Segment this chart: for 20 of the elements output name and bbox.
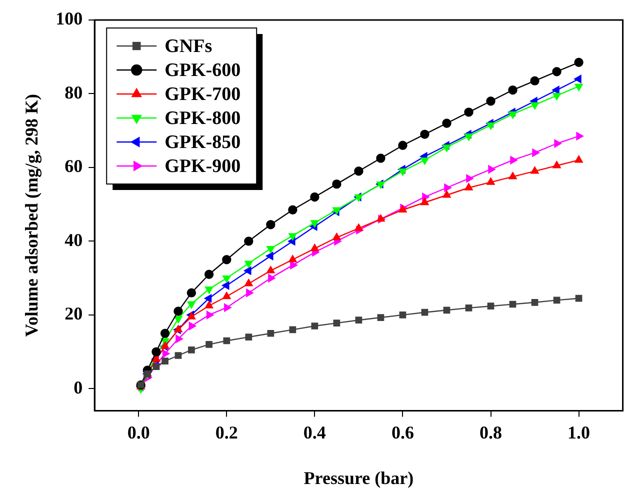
x-tick-label: 1.0 <box>568 422 590 442</box>
y-tick-label: 40 <box>64 230 83 250</box>
x-tick-label: 0.6 <box>391 422 414 442</box>
x-tick-label: 0.2 <box>215 422 238 442</box>
legend-label: GPK-850 <box>164 132 241 153</box>
y-tick-label: 100 <box>56 8 83 29</box>
y-tick-label: 0 <box>74 377 83 398</box>
x-tick-label: 0.4 <box>303 422 326 442</box>
y-tick-label: 80 <box>64 82 83 102</box>
legend-label: GNFs <box>164 36 212 57</box>
legend-label: GPK-800 <box>164 108 241 129</box>
y-tick-label: 60 <box>64 156 83 176</box>
x-tick-label: 0.0 <box>127 422 150 442</box>
x-axis-title: Pressure (bar) <box>304 468 414 488</box>
legend-label: GPK-600 <box>164 60 241 81</box>
x-tick-label: 0.8 <box>480 422 502 442</box>
legend-label: GPK-900 <box>164 156 241 177</box>
y-axis-title: Volume adsorbed (mg/g, 298 K) <box>21 94 42 337</box>
legend-label: GPK-700 <box>164 84 241 105</box>
y-tick-label: 20 <box>64 304 83 324</box>
